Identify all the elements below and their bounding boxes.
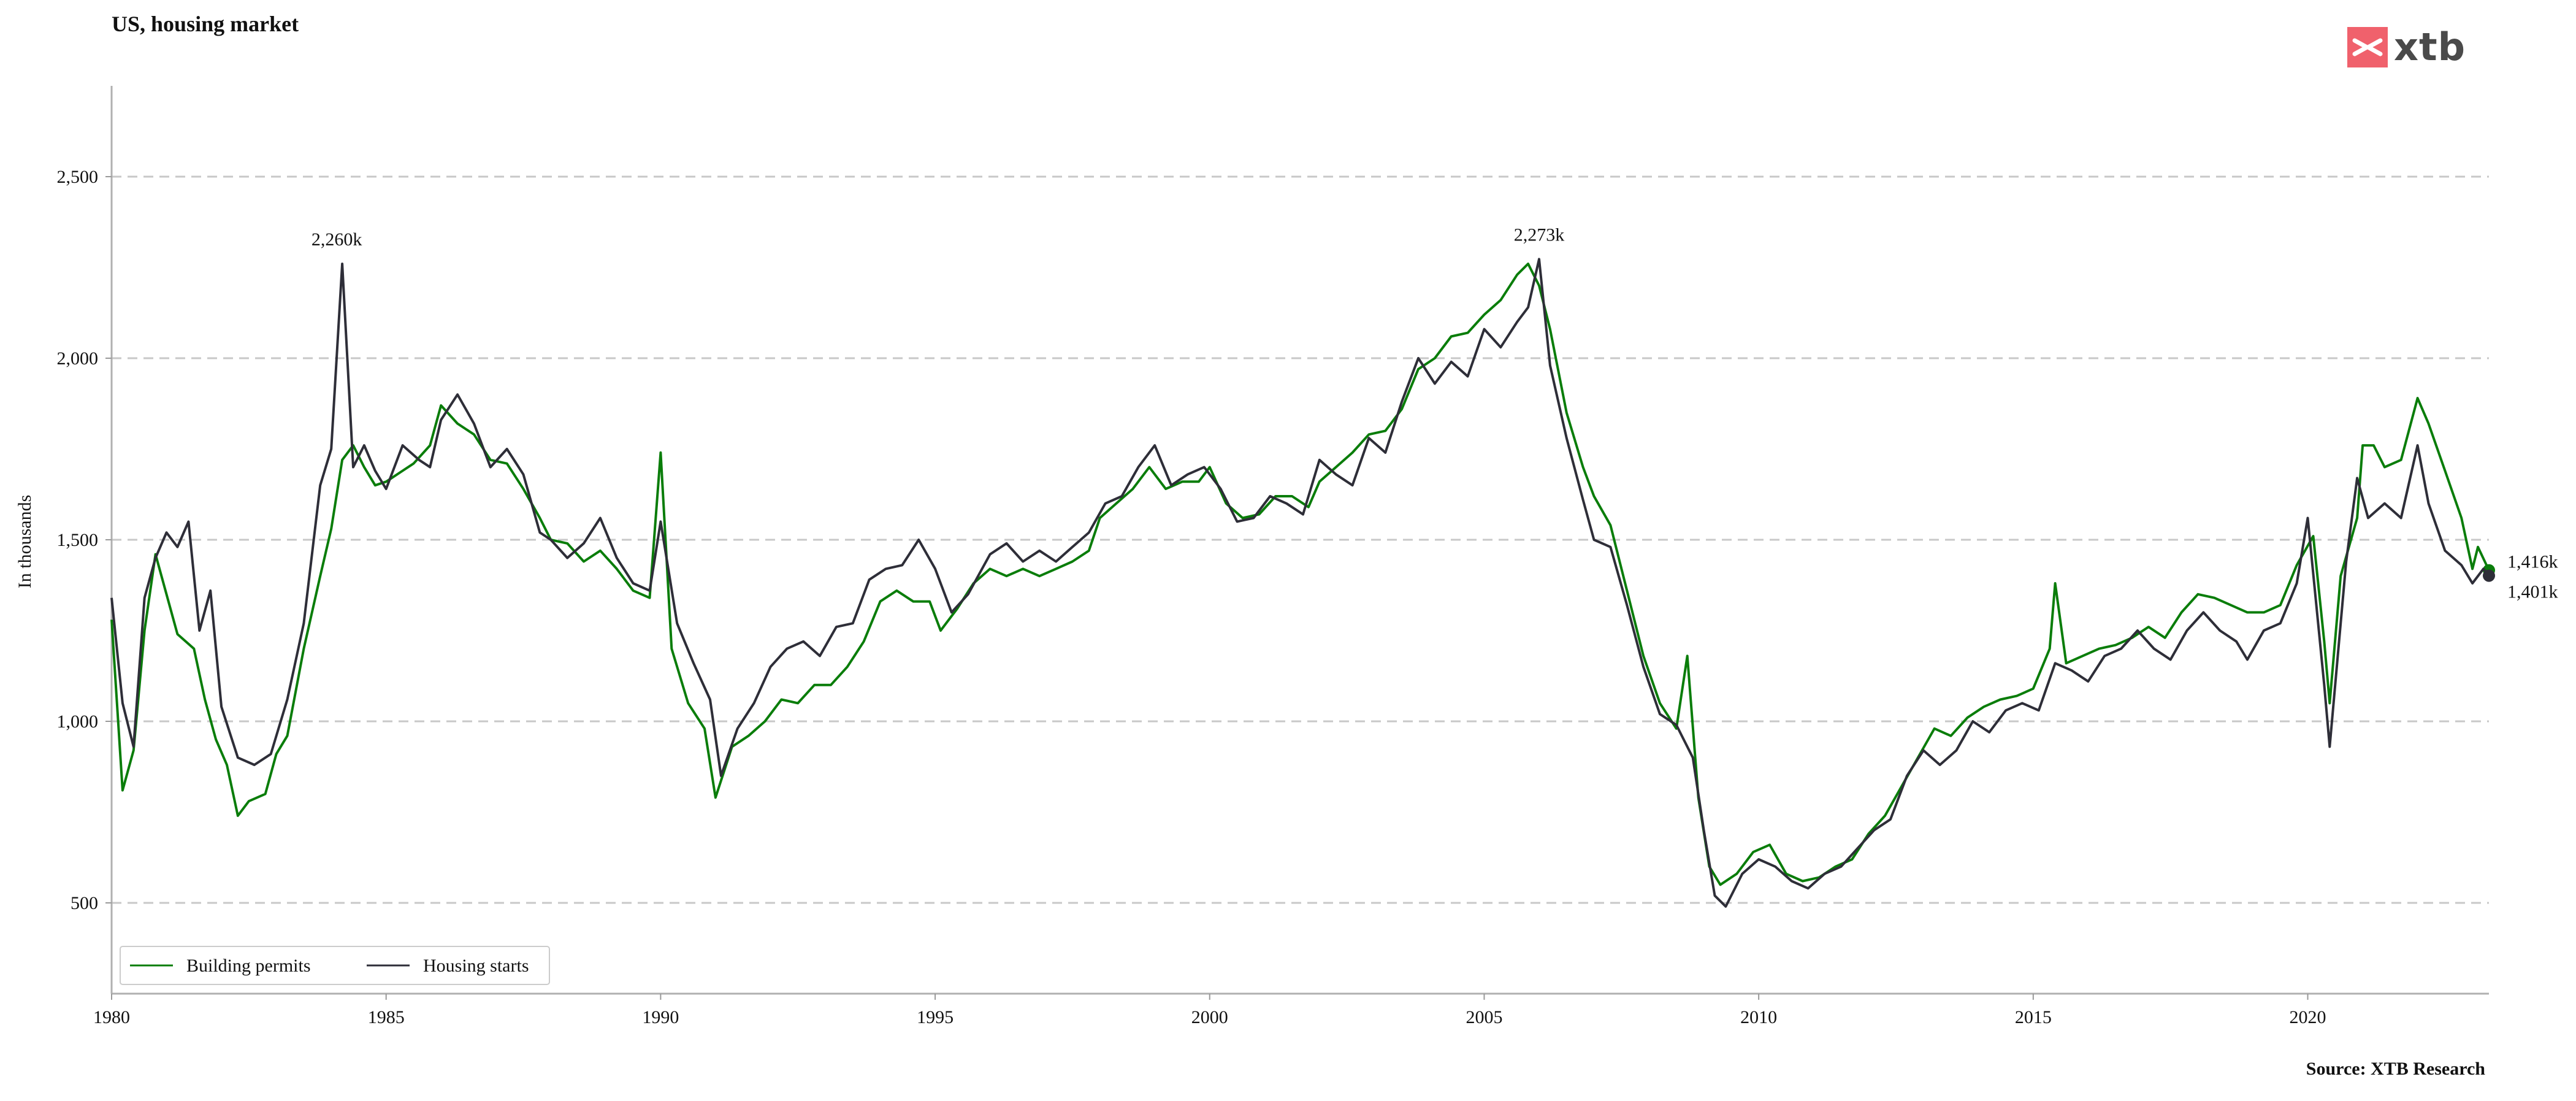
legend-box: [120, 946, 550, 985]
annotation-label-1: 2,273k: [1514, 224, 1565, 245]
annotation-label-0: 2,260k: [311, 229, 362, 250]
x-tick-label-1985: 1985: [368, 1007, 405, 1027]
x-tick-label-1980: 1980: [93, 1007, 130, 1027]
source-note: Source: XTB Research: [2306, 1059, 2485, 1079]
y-tick-label-2000: 2,000: [57, 348, 99, 369]
series-end-marker-housing-starts: [2483, 569, 2495, 582]
series-line-housing-starts: [110, 258, 2490, 908]
xtb-logo-mark-icon: [2347, 27, 2388, 67]
legend-label-housing-starts: Housing starts: [423, 956, 529, 976]
y-tick-label-2500: 2,500: [57, 167, 99, 187]
y-tick-label-1500: 1,500: [57, 530, 99, 550]
x-tick-label-2010: 2010: [1740, 1007, 1777, 1027]
y-axis-title: In thousands: [15, 495, 35, 589]
annotations: 2,260k 2,273k 1,416k 1,401k: [311, 224, 2558, 602]
y-tick-label-500: 500: [71, 893, 98, 913]
x-tick-label-2000: 2000: [1191, 1007, 1228, 1027]
xtb-logo-text: xtb: [2394, 25, 2466, 69]
legend-label-building-permits: Building permits: [186, 956, 311, 976]
x-tick-label-2005: 2005: [1466, 1007, 1502, 1027]
y-axis-ticks: 500 1,000 1,500 2,000 2,500: [57, 167, 112, 913]
legend: Building permits Housing starts: [120, 946, 550, 985]
series-layer: [110, 258, 2495, 908]
y-tick-label-1000: 1,000: [57, 712, 99, 732]
x-tick-label-1995: 1995: [917, 1007, 954, 1027]
x-axis-ticks: 1980 1985 1990 1995 2000 2005 2010 2015 2020: [93, 994, 2326, 1027]
series-line-building-permits: [110, 263, 2490, 886]
xtb-logo: xtb: [2347, 25, 2466, 72]
annotation-label-3: 1,401k: [2507, 582, 2558, 602]
x-tick-label-2015: 2015: [2015, 1007, 2052, 1027]
x-tick-label-1990: 1990: [642, 1007, 679, 1027]
x-tick-label-2020: 2020: [2290, 1007, 2326, 1027]
annotation-label-2: 1,416k: [2507, 552, 2558, 572]
gridlines: [112, 175, 2489, 904]
chart-title: US, housing market: [112, 12, 299, 36]
